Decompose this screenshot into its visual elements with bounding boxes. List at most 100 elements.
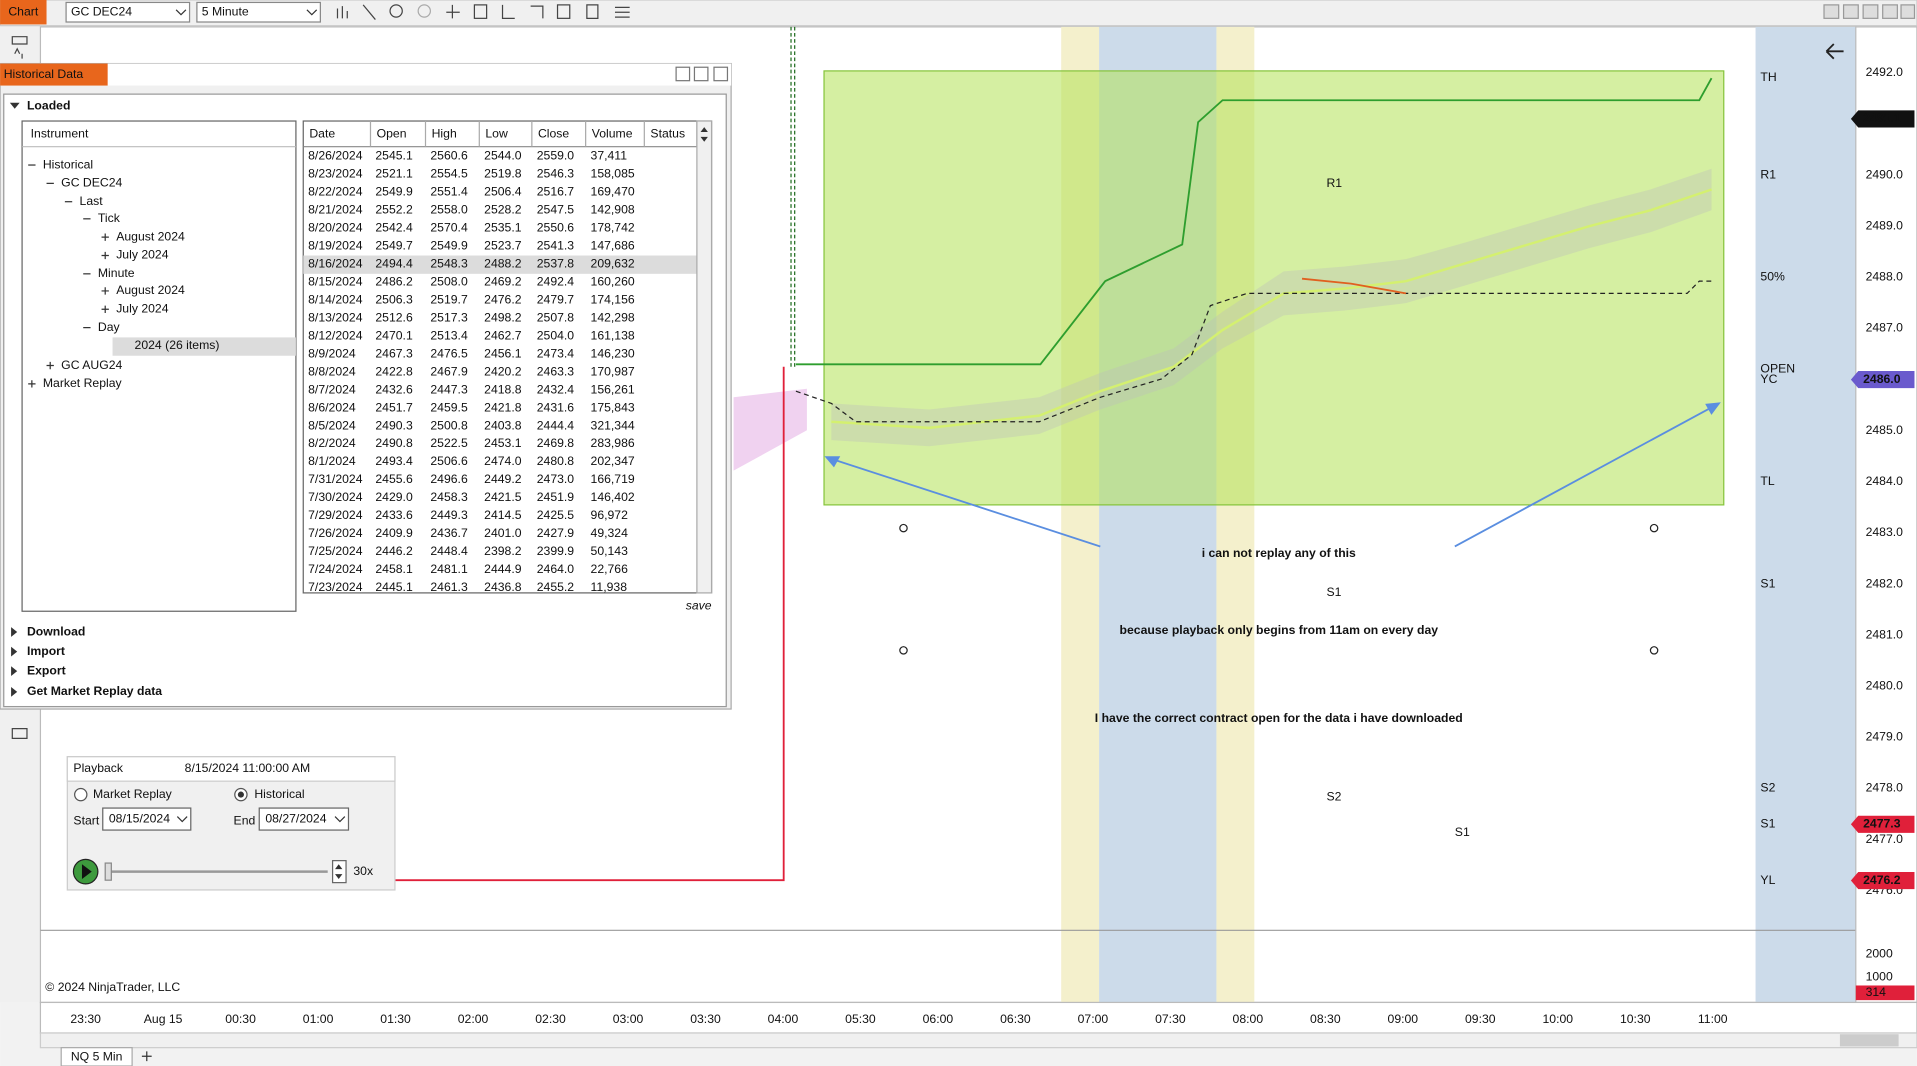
- table-cell: 11,938: [591, 580, 628, 594]
- add-tab[interactable]: [141, 1051, 152, 1062]
- level-label: R1: [1760, 167, 1776, 181]
- section-arrow[interactable]: [11, 646, 18, 657]
- table-scrollbar[interactable]: [696, 120, 713, 594]
- table-cell: 96,972: [591, 508, 629, 522]
- section-arrow[interactable]: [11, 666, 18, 677]
- volume-tag: [1855, 985, 1915, 1001]
- section-label: Download: [27, 624, 85, 638]
- table-cell: 2548.3: [430, 257, 468, 271]
- table-cell: 2559.0: [537, 149, 575, 163]
- back-arrow[interactable]: [1825, 43, 1844, 60]
- instrument-select[interactable]: [65, 1, 191, 23]
- table-cell: 8/5/2024: [308, 418, 356, 432]
- interval-select[interactable]: [196, 1, 321, 23]
- table-cell: 2458.3: [430, 490, 468, 504]
- table-cell: 2399.9: [537, 544, 575, 558]
- y-tick-label: 2477.0: [1866, 832, 1904, 846]
- y-tick-label: 2484.0: [1866, 474, 1904, 488]
- section-arrow[interactable]: [11, 687, 18, 697]
- y-tick-label: 2490.0: [1866, 167, 1904, 181]
- end-select[interactable]: [258, 807, 350, 831]
- table-cell: 2403.8: [484, 418, 522, 432]
- red-line: [394, 366, 785, 882]
- chart-tab[interactable]: [60, 1047, 133, 1066]
- table-cell: 2506.4: [484, 185, 522, 199]
- tree-item: 2024 (26 items): [135, 338, 220, 352]
- table-cell: 2432.6: [375, 382, 413, 396]
- table-cell: 2513.4: [430, 328, 468, 342]
- speed-spinner[interactable]: [331, 860, 347, 884]
- dialog-buttons[interactable]: [675, 66, 729, 82]
- table-cell: 142,298: [591, 310, 635, 324]
- table-cell: 142,908: [591, 203, 635, 217]
- tree-expander[interactable]: [101, 233, 109, 241]
- table-cell: 2444.9: [484, 562, 522, 576]
- table-cell: 2456.1: [484, 346, 522, 360]
- radio-dot: [237, 791, 244, 798]
- slider-thumb[interactable]: [104, 862, 112, 881]
- price-tag-label: 2477.3: [1863, 817, 1901, 831]
- radio-market-replay[interactable]: [74, 787, 88, 802]
- table-cell: 2427.9: [537, 526, 575, 540]
- anchor-points: [899, 523, 1659, 655]
- tree-item: GC AUG24: [61, 358, 122, 372]
- playback-title: Playback: [73, 761, 123, 775]
- table-cell: 2473.4: [537, 346, 575, 360]
- table-cell: 2570.4: [430, 221, 468, 235]
- level-label: YL: [1760, 873, 1775, 887]
- tree-expander[interactable]: [46, 361, 54, 370]
- table-cell: 2508.0: [430, 275, 468, 289]
- table-cell: 2554.5: [430, 167, 468, 181]
- sort-arrows[interactable]: [700, 127, 708, 142]
- x-tick-label: 09:30: [1465, 1012, 1496, 1026]
- app-title: Chart: [8, 4, 38, 18]
- table-cell: 2398.2: [484, 544, 522, 558]
- table-cell: 2541.3: [537, 239, 575, 253]
- scroll-thumb[interactable]: [1839, 1034, 1899, 1047]
- start-select[interactable]: [102, 807, 192, 831]
- scrollbar[interactable]: [39, 1032, 1917, 1049]
- table-cell: 2458.1: [375, 562, 413, 576]
- table-cell: 2425.5: [537, 508, 575, 522]
- table-cell: 2493.4: [375, 454, 413, 468]
- y-tick-label: 2483.0: [1866, 525, 1904, 539]
- app-tab[interactable]: [0, 0, 47, 25]
- table-cell: 7/24/2024: [308, 562, 363, 576]
- tree-expander[interactable]: [101, 251, 109, 260]
- level-label: OPEN: [1760, 362, 1795, 376]
- table-cell: 2451.7: [375, 400, 413, 414]
- table-rows: 8/26/2024 2545.1 2560.6 2544.0 2559.0 37,411 8…: [308, 149, 635, 594]
- table-cell: 2474.0: [484, 454, 522, 468]
- table-cell: 2447.3: [430, 382, 468, 396]
- table-cell: 2436.7: [430, 526, 468, 540]
- table-cell: 2476.5: [430, 346, 468, 360]
- table-cell: 2409.9: [375, 526, 413, 540]
- band: [831, 168, 1712, 447]
- table-cell: 8/7/2024: [308, 382, 356, 396]
- selected-row: [303, 255, 697, 274]
- tree-expander[interactable]: [101, 287, 109, 295]
- section-arrow[interactable]: [11, 627, 18, 637]
- expand-icon[interactable]: [9, 102, 20, 109]
- table-cell: 2496.6: [430, 472, 468, 486]
- x-tick-label: 07:30: [1155, 1012, 1186, 1026]
- table-cell: 2550.6: [537, 221, 575, 235]
- instrument: GC DEC24: [71, 4, 132, 18]
- playback-header: [66, 756, 396, 782]
- table-cell: 2433.6: [375, 508, 413, 522]
- side-icons[interactable]: [11, 36, 28, 739]
- table-cell: 2463.3: [537, 364, 575, 378]
- toolbar-icons[interactable]: [336, 4, 630, 20]
- tree-expander[interactable]: [28, 380, 36, 388]
- window-buttons[interactable]: [1823, 4, 1916, 19]
- table-cell: 2418.8: [484, 382, 522, 396]
- x-tick-label: 02:30: [535, 1012, 566, 1026]
- table-cell: 2414.5: [484, 508, 522, 522]
- tree-expander[interactable]: [101, 305, 109, 313]
- column-header: Low: [485, 127, 508, 141]
- table-cell: 147,686: [591, 239, 635, 253]
- y-tick-label: 2478.0: [1866, 781, 1904, 795]
- price-axis: [1855, 26, 1917, 1004]
- y-tick-label: 2489.0: [1866, 218, 1904, 232]
